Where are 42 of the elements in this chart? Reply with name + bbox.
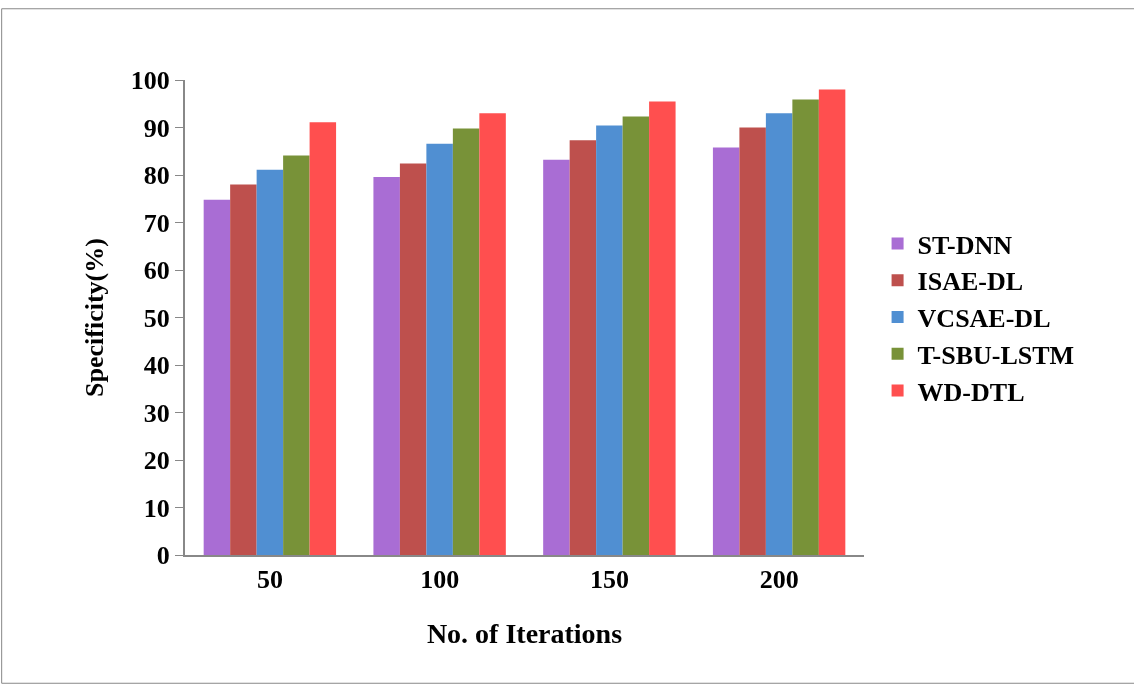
y-axis-title: Specificity(%) xyxy=(79,238,109,397)
bar xyxy=(203,199,231,555)
bar xyxy=(479,113,506,555)
x-tick-label: 200 xyxy=(759,565,799,595)
bar xyxy=(649,101,676,555)
x-tick-label: 100 xyxy=(420,565,460,595)
bar xyxy=(309,122,337,555)
bar xyxy=(569,140,597,555)
bar xyxy=(596,125,623,555)
legend-label: ST-DNN xyxy=(917,230,1013,260)
bar xyxy=(739,127,766,555)
x-axis-title: No. of Iterations xyxy=(426,617,623,649)
y-tick-label: 30 xyxy=(143,398,170,428)
bar xyxy=(452,128,480,555)
y-tick-label: 60 xyxy=(143,256,170,286)
bar xyxy=(399,163,427,555)
y-tick-label: 20 xyxy=(143,446,170,476)
legend-label: ISAE-DL xyxy=(917,267,1024,297)
bar xyxy=(283,155,310,555)
y-tick-label: 100 xyxy=(130,66,170,96)
y-tick-label: 10 xyxy=(143,493,170,523)
y-tick-label: 90 xyxy=(143,113,170,143)
bar xyxy=(622,116,650,555)
bar xyxy=(765,113,793,555)
legend-label: WD-DTL xyxy=(917,377,1025,407)
bar xyxy=(373,176,400,555)
y-tick-label: 0 xyxy=(156,541,170,571)
bar xyxy=(543,159,570,555)
bar xyxy=(256,169,284,555)
y-tick-label: 40 xyxy=(143,351,170,381)
legend-label: VCSAE-DL xyxy=(917,304,1051,334)
bar xyxy=(712,147,740,555)
legend-label: T-SBU-LSTM xyxy=(917,340,1075,370)
y-tick-label: 70 xyxy=(143,208,170,238)
y-tick-label: 80 xyxy=(143,161,170,191)
bar xyxy=(792,99,819,555)
x-tick-label: 50 xyxy=(256,565,283,595)
y-tick-label: 50 xyxy=(143,303,170,333)
bar xyxy=(230,184,257,555)
bar xyxy=(426,143,453,555)
x-tick-label: 150 xyxy=(589,565,629,595)
bar xyxy=(818,89,846,555)
